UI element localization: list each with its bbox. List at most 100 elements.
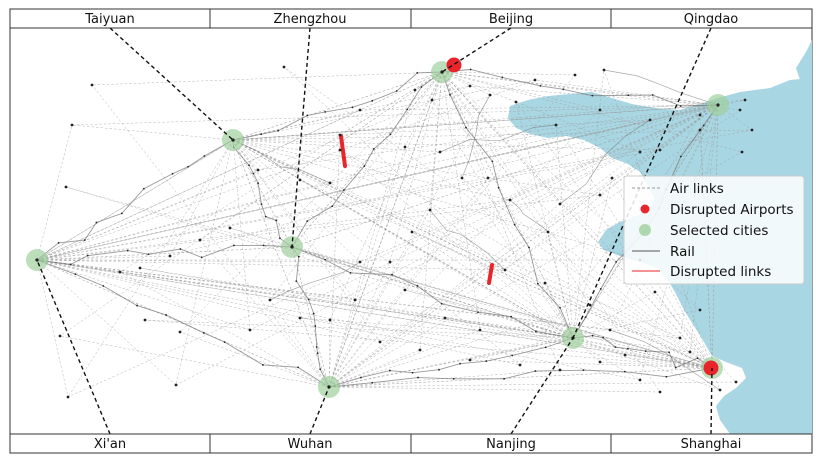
rail-line [572, 335, 713, 369]
legend-label-disrupted-links: Disrupted links [670, 264, 771, 280]
rail-node [469, 68, 472, 71]
rail-node [83, 239, 86, 241]
city-label-xian: Xi'an [94, 437, 126, 452]
rail-line [439, 124, 557, 153]
rail-line [441, 69, 719, 107]
rail-node [534, 370, 537, 372]
station-node [588, 303, 592, 307]
station-node [58, 334, 62, 338]
rail-node [623, 370, 626, 373]
city-label-nanjing: Nanjing [486, 437, 536, 452]
air-link [139, 267, 574, 339]
rail-node [315, 346, 318, 348]
rail-node [297, 366, 299, 369]
station-node [468, 84, 472, 88]
air-link [36, 259, 574, 339]
rail-node [260, 133, 263, 136]
air-link [249, 104, 719, 331]
air-link [441, 71, 481, 331]
air-link [283, 66, 713, 369]
city-label-shanghai: Shanghai [681, 437, 742, 452]
rail-node [627, 347, 629, 350]
rail-node [665, 375, 668, 378]
rail-node [351, 106, 354, 109]
rail-node [262, 244, 265, 247]
station-node [653, 290, 657, 294]
station-node [602, 68, 606, 72]
station-node [610, 176, 614, 180]
air-link [175, 139, 234, 386]
air-link [232, 79, 536, 141]
air-link [232, 139, 713, 369]
station-node [430, 98, 434, 102]
air-link [232, 139, 641, 261]
station-node [248, 328, 252, 332]
station-node [338, 148, 342, 152]
station-node [64, 185, 68, 189]
air-link [469, 85, 719, 106]
air-link [257, 104, 719, 171]
air-link [232, 139, 361, 263]
station-node [66, 395, 70, 399]
rail-line [461, 94, 491, 179]
air-link [232, 139, 251, 331]
station-node [486, 176, 490, 180]
air-link [441, 71, 489, 179]
air-link [232, 71, 443, 141]
sea-northeast [796, 28, 812, 80]
rail-node [501, 76, 504, 79]
air-link [328, 304, 591, 388]
air-link [291, 104, 719, 248]
air-link [65, 186, 713, 369]
station-node [174, 383, 178, 387]
station-node [358, 260, 362, 264]
rail-line [609, 329, 721, 391]
rail-node [202, 332, 205, 334]
station-node [546, 230, 550, 234]
air-link [291, 246, 713, 369]
rail-node [260, 203, 263, 206]
legend-label-air-links: Air links [670, 181, 724, 197]
rail-line [291, 71, 443, 248]
air-link [711, 367, 721, 391]
rail-node [165, 314, 168, 316]
air-link [431, 99, 574, 339]
station-node [638, 150, 642, 154]
air-link [269, 299, 330, 388]
rail-node [503, 377, 505, 380]
air-link [599, 361, 713, 369]
air-link [441, 71, 561, 371]
air-link [328, 319, 331, 388]
rail-line [36, 244, 293, 265]
rail-node [395, 90, 398, 92]
selected-cities-layer [26, 57, 729, 398]
rail-node [179, 248, 182, 250]
air-link [169, 139, 234, 257]
air-link [509, 104, 719, 201]
station-node [508, 198, 512, 202]
air-link [328, 261, 391, 388]
legend-label-disrupted-airports: Disrupted Airports [670, 202, 794, 218]
air-link [389, 71, 443, 263]
rail-node [360, 376, 362, 379]
air-link [36, 259, 506, 271]
station-node [598, 360, 602, 364]
legend-label-selected-cities: Selected cities [670, 223, 768, 239]
station-node [740, 150, 744, 154]
station-node [256, 168, 260, 172]
air-link [547, 231, 713, 369]
air-link [441, 71, 713, 369]
air-link [291, 71, 443, 248]
station-node [503, 268, 507, 272]
station-node [90, 83, 94, 87]
air-link [469, 337, 574, 361]
air-link [232, 139, 611, 331]
air-link [439, 104, 719, 153]
air-link [119, 271, 330, 388]
station-node [460, 176, 464, 180]
air-link [291, 246, 330, 388]
air-link [36, 124, 73, 261]
disrupted-airport-beijing [446, 57, 462, 73]
disrupted-airport-shanghai [703, 360, 719, 376]
rail-node [477, 311, 479, 314]
